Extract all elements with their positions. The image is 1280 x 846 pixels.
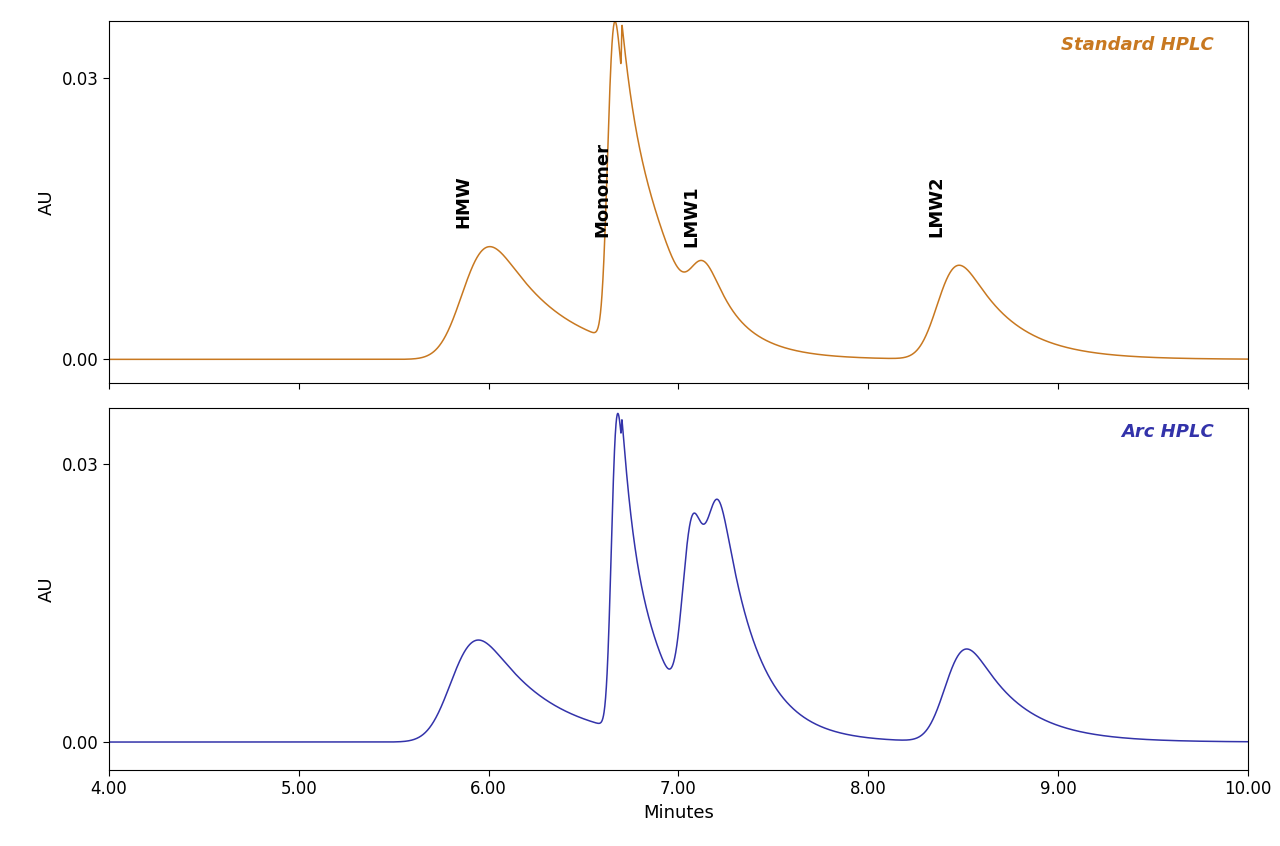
Text: LMW2: LMW2 xyxy=(928,176,946,237)
Text: Monomer: Monomer xyxy=(594,142,612,237)
Y-axis label: AU: AU xyxy=(38,190,56,215)
Text: Arc HPLC: Arc HPLC xyxy=(1121,423,1213,441)
Y-axis label: AU: AU xyxy=(38,576,56,602)
Text: Standard HPLC: Standard HPLC xyxy=(1061,36,1213,53)
X-axis label: Minutes: Minutes xyxy=(643,804,714,821)
Text: LMW1: LMW1 xyxy=(682,185,700,247)
Text: HMW: HMW xyxy=(454,175,472,228)
